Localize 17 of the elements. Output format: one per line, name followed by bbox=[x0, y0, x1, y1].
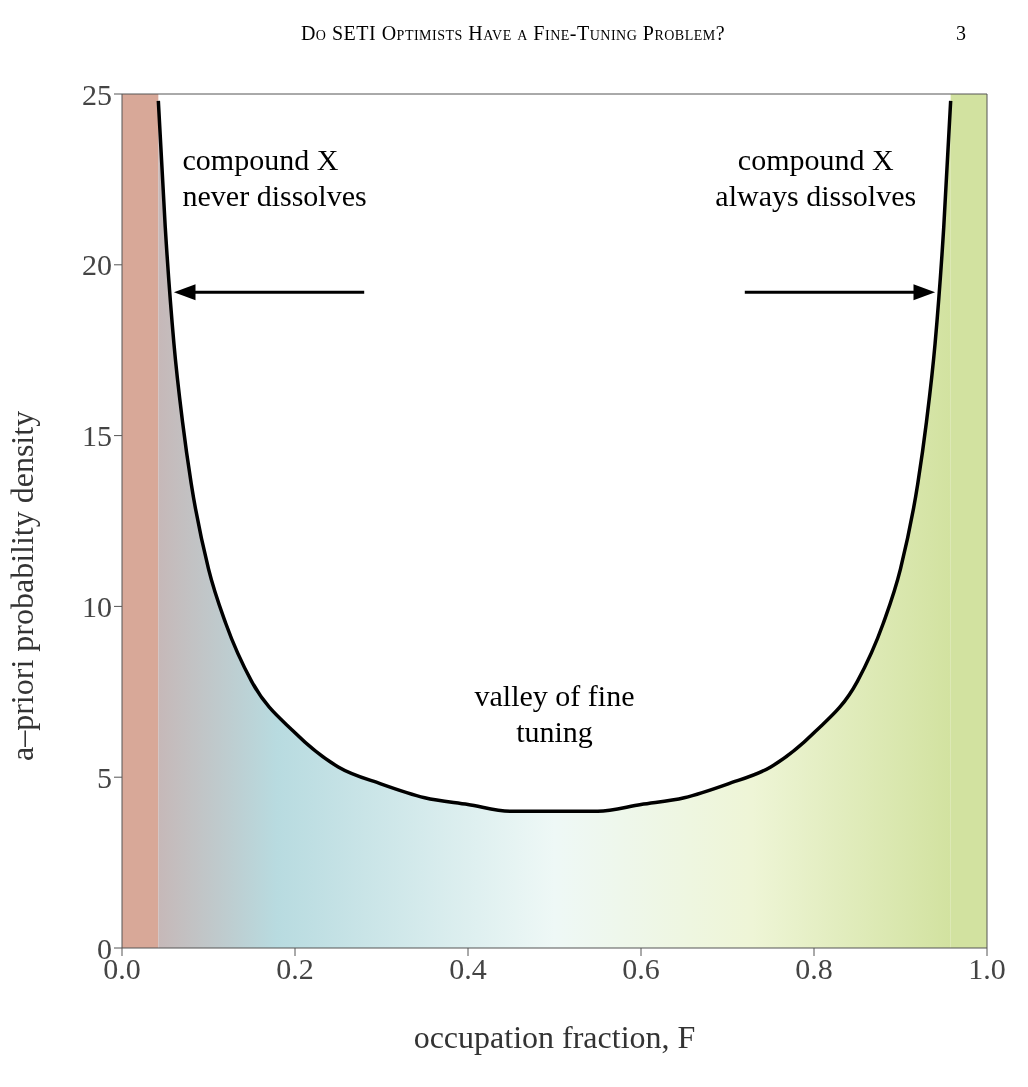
chart-title: Do SETI Optimists Have a Fine-Tuning Problem? bbox=[300, 22, 726, 44]
y-tick-label: 25 bbox=[82, 77, 112, 111]
y-axis-title: a–priori probability density bbox=[4, 410, 41, 761]
x-tick-label: 0.2 bbox=[276, 952, 314, 986]
x-tick-label: 0.4 bbox=[449, 952, 487, 986]
x-tick-label: 0.8 bbox=[795, 952, 833, 986]
x-axis-title: occupation fraction, F bbox=[413, 1019, 696, 1055]
x-tick-label: 0.6 bbox=[622, 952, 660, 986]
y-tick-label: 15 bbox=[82, 419, 112, 453]
annotation: compound X never dissolves bbox=[182, 141, 368, 214]
annotation: valley of fine tuning bbox=[474, 678, 635, 751]
x-tick-label: 1.0 bbox=[968, 952, 1006, 986]
y-tick-label: 5 bbox=[97, 760, 112, 794]
text: 3 bbox=[956, 22, 966, 45]
annotation: compound X always dissolves bbox=[714, 141, 918, 214]
y-tick-label: 10 bbox=[82, 590, 112, 624]
y-tick-label: 20 bbox=[82, 248, 112, 282]
